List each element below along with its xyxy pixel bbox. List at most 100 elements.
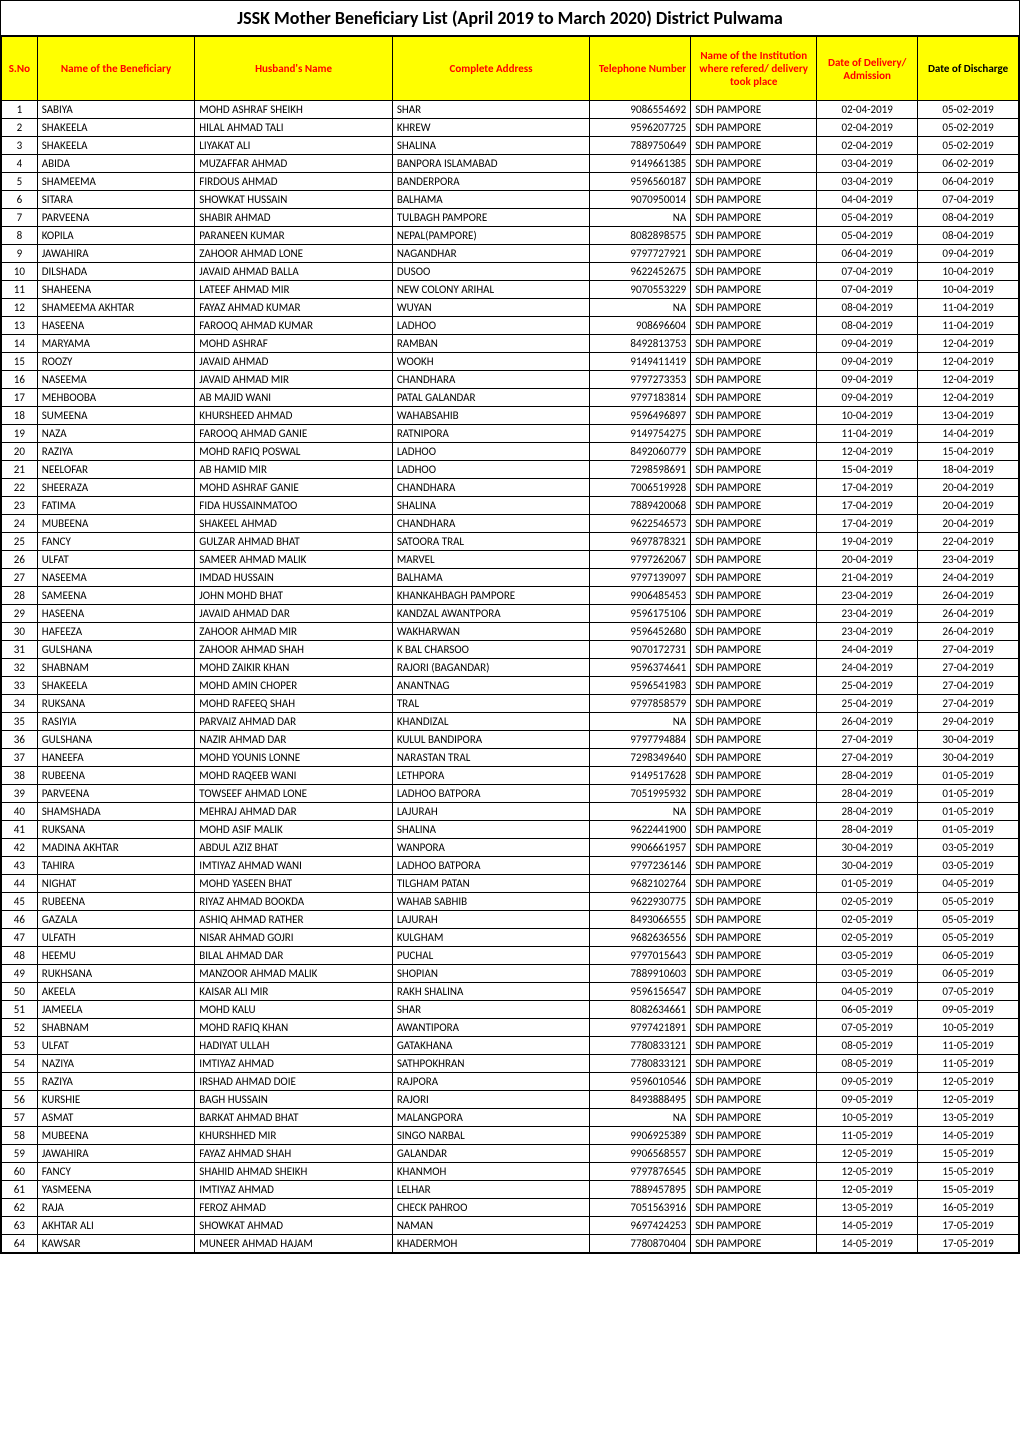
cell-institution: SDH PAMPORE bbox=[691, 515, 817, 533]
table-row: 20 RAZIYA MOHD RAFIQ POSWAL LADHOO 84920… bbox=[2, 443, 1019, 461]
cell-institution: SDH PAMPORE bbox=[691, 227, 817, 245]
cell-institution: SDH PAMPORE bbox=[691, 659, 817, 677]
cell-sno: 25 bbox=[2, 533, 38, 551]
cell-telephone: 7051563916 bbox=[590, 1199, 691, 1217]
cell-sno: 58 bbox=[2, 1127, 38, 1145]
cell-name: RUKSANA bbox=[37, 821, 195, 839]
cell-husband: KAISAR ALI MIR bbox=[195, 983, 393, 1001]
cell-address: CHANDHARA bbox=[392, 479, 590, 497]
cell-name: NASEEMA bbox=[37, 569, 195, 587]
cell-telephone: 9070172731 bbox=[590, 641, 691, 659]
cell-date-delivery: 03-04-2019 bbox=[817, 155, 918, 173]
cell-address: LETHPORA bbox=[392, 767, 590, 785]
cell-institution: SDH PAMPORE bbox=[691, 425, 817, 443]
cell-husband: BAGH HUSSAIN bbox=[195, 1091, 393, 1109]
cell-name: HEEMU bbox=[37, 947, 195, 965]
table-row: 33 SHAKEELA MOHD AMIN CHOPER ANANTNAG 95… bbox=[2, 677, 1019, 695]
cell-sno: 52 bbox=[2, 1019, 38, 1037]
cell-date-discharge: 08-04-2019 bbox=[918, 209, 1019, 227]
cell-telephone: 9797876545 bbox=[590, 1163, 691, 1181]
cell-date-discharge: 24-04-2019 bbox=[918, 569, 1019, 587]
table-row: 30 HAFEEZA ZAHOOR AHMAD MIR WAKHARWAN 95… bbox=[2, 623, 1019, 641]
cell-husband: MOHD ASHRAF bbox=[195, 335, 393, 353]
cell-name: KAWSAR bbox=[37, 1235, 195, 1253]
cell-address: SHALINA bbox=[392, 137, 590, 155]
cell-date-discharge: 06-02-2019 bbox=[918, 155, 1019, 173]
cell-telephone: 9149661385 bbox=[590, 155, 691, 173]
cell-telephone: NA bbox=[590, 1109, 691, 1127]
cell-sno: 24 bbox=[2, 515, 38, 533]
cell-address: RAMBAN bbox=[392, 335, 590, 353]
cell-sno: 28 bbox=[2, 587, 38, 605]
cell-sno: 33 bbox=[2, 677, 38, 695]
cell-institution: SDH PAMPORE bbox=[691, 1019, 817, 1037]
cell-date-discharge: 23-04-2019 bbox=[918, 551, 1019, 569]
cell-telephone: 7889910603 bbox=[590, 965, 691, 983]
cell-date-delivery: 08-05-2019 bbox=[817, 1037, 918, 1055]
cell-name: NEELOFAR bbox=[37, 461, 195, 479]
header-name: Name of the Beneficiary bbox=[37, 37, 195, 101]
cell-telephone: 9906925389 bbox=[590, 1127, 691, 1145]
cell-sno: 38 bbox=[2, 767, 38, 785]
cell-institution: SDH PAMPORE bbox=[691, 731, 817, 749]
cell-date-discharge: 27-04-2019 bbox=[918, 695, 1019, 713]
table-row: 28 SAMEENA JOHN MOHD BHAT KHANKAHBAGH PA… bbox=[2, 587, 1019, 605]
cell-telephone: 9697424253 bbox=[590, 1217, 691, 1235]
cell-sno: 48 bbox=[2, 947, 38, 965]
table-row: 24 MUBEENA SHAKEEL AHMAD CHANDHARA 96225… bbox=[2, 515, 1019, 533]
table-row: 31 GULSHANA ZAHOOR AHMAD SHAH K BAL CHAR… bbox=[2, 641, 1019, 659]
cell-telephone: 9797727921 bbox=[590, 245, 691, 263]
cell-date-discharge: 13-05-2019 bbox=[918, 1109, 1019, 1127]
cell-name: YASMEENA bbox=[37, 1181, 195, 1199]
table-row: 12 SHAMEEMA AKHTAR FAYAZ AHMAD KUMAR WUY… bbox=[2, 299, 1019, 317]
cell-date-discharge: 04-05-2019 bbox=[918, 875, 1019, 893]
cell-institution: SDH PAMPORE bbox=[691, 551, 817, 569]
cell-sno: 31 bbox=[2, 641, 38, 659]
cell-date-discharge: 15-04-2019 bbox=[918, 443, 1019, 461]
header-telephone: Telephone Number bbox=[590, 37, 691, 101]
cell-date-discharge: 27-04-2019 bbox=[918, 659, 1019, 677]
cell-institution: SDH PAMPORE bbox=[691, 119, 817, 137]
table-row: 36 GULSHANA NAZIR AHMAD DAR KULUL BANDIP… bbox=[2, 731, 1019, 749]
cell-name: GULSHANA bbox=[37, 641, 195, 659]
table-row: 55 RAZIYA IRSHAD AHMAD DOIE RAJPORA 9596… bbox=[2, 1073, 1019, 1091]
cell-address: WOOKH bbox=[392, 353, 590, 371]
cell-date-delivery: 17-04-2019 bbox=[817, 497, 918, 515]
table-row: 21 NEELOFAR AB HAMID MIR LADHOO 72985986… bbox=[2, 461, 1019, 479]
cell-sno: 56 bbox=[2, 1091, 38, 1109]
cell-name: SUMEENA bbox=[37, 407, 195, 425]
cell-name: SHABNAM bbox=[37, 1019, 195, 1037]
cell-telephone: 9596175106 bbox=[590, 605, 691, 623]
cell-name: ROOZY bbox=[37, 353, 195, 371]
cell-date-delivery: 06-04-2019 bbox=[817, 245, 918, 263]
cell-date-discharge: 06-04-2019 bbox=[918, 173, 1019, 191]
cell-address: KULGHAM bbox=[392, 929, 590, 947]
cell-name: GULSHANA bbox=[37, 731, 195, 749]
cell-husband: FEROZ AHMAD bbox=[195, 1199, 393, 1217]
page-title: JSSK Mother Beneficiary List (April 2019… bbox=[1, 1, 1019, 36]
cell-telephone: 9149754275 bbox=[590, 425, 691, 443]
table-row: 6 SITARA SHOWKAT HUSSAIN BALHAMA 9070950… bbox=[2, 191, 1019, 209]
cell-husband: BILAL AHMAD DAR bbox=[195, 947, 393, 965]
cell-sno: 47 bbox=[2, 929, 38, 947]
cell-date-delivery: 12-04-2019 bbox=[817, 443, 918, 461]
cell-husband: MANZOOR AHMAD MALIK bbox=[195, 965, 393, 983]
cell-address: NAGANDHAR bbox=[392, 245, 590, 263]
cell-address: LADHOO bbox=[392, 317, 590, 335]
cell-name: MUBEENA bbox=[37, 1127, 195, 1145]
table-row: 44 NIGHAT MOHD YASEEN BHAT TILGHAM PATAN… bbox=[2, 875, 1019, 893]
cell-telephone: 9906485453 bbox=[590, 587, 691, 605]
cell-date-delivery: 24-04-2019 bbox=[817, 659, 918, 677]
cell-institution: SDH PAMPORE bbox=[691, 1199, 817, 1217]
cell-date-delivery: 10-04-2019 bbox=[817, 407, 918, 425]
cell-date-discharge: 30-04-2019 bbox=[918, 749, 1019, 767]
cell-name: SHAMSHADA bbox=[37, 803, 195, 821]
cell-institution: SDH PAMPORE bbox=[691, 497, 817, 515]
cell-date-discharge: 12-05-2019 bbox=[918, 1073, 1019, 1091]
cell-institution: SDH PAMPORE bbox=[691, 641, 817, 659]
cell-husband: AB HAMID MIR bbox=[195, 461, 393, 479]
cell-husband: HADIYAT ULLAH bbox=[195, 1037, 393, 1055]
cell-husband: NAZIR AHMAD DAR bbox=[195, 731, 393, 749]
cell-date-delivery: 12-05-2019 bbox=[817, 1181, 918, 1199]
cell-date-discharge: 14-05-2019 bbox=[918, 1127, 1019, 1145]
